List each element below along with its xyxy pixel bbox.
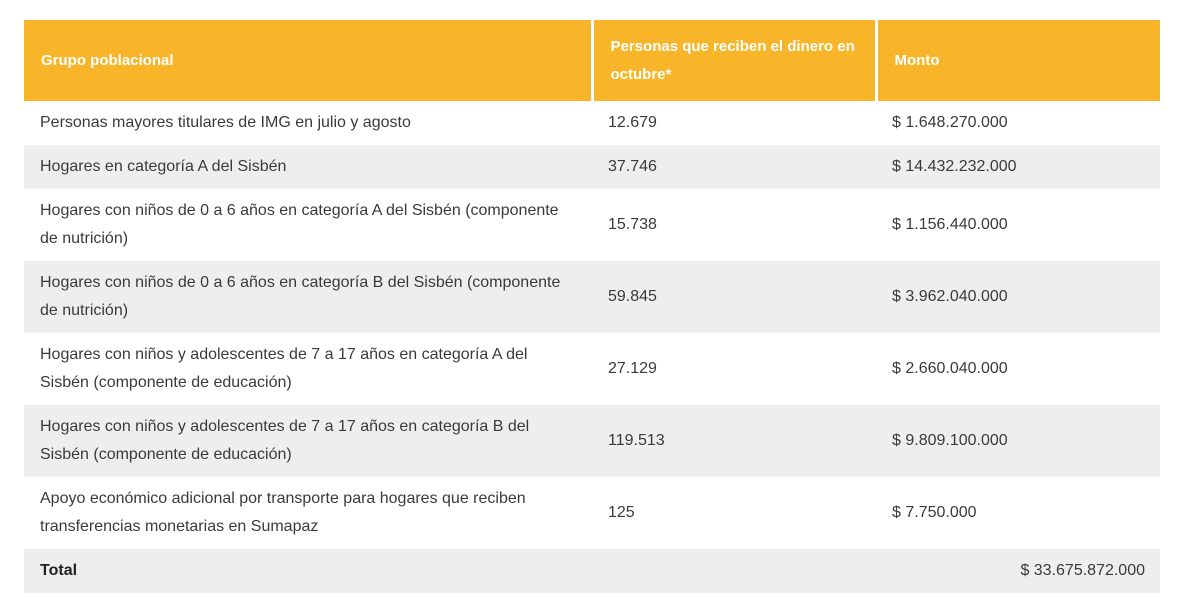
table-body: Personas mayores titulares de IMG en jul… [24,101,1160,593]
table-row: Apoyo económico adicional por transporte… [24,477,1160,549]
table-row: Hogares con niños y adolescentes de 7 a … [24,405,1160,477]
table-header: Grupo poblacional Personas que reciben e… [24,20,1160,101]
cell-group: Hogares con niños de 0 a 6 años en categ… [24,261,592,333]
table-row: Hogares con niños y adolescentes de 7 a … [24,333,1160,405]
cell-amount: $ 14.432.232.000 [876,145,1160,189]
header-row: Grupo poblacional Personas que reciben e… [24,20,1160,101]
cell-people: 15.738 [592,189,876,261]
cell-people: 125 [592,477,876,549]
cell-people: 12.679 [592,101,876,145]
total-label: Total [24,549,592,593]
header-group: Grupo poblacional [24,20,592,101]
cell-people: 27.129 [592,333,876,405]
cell-people: 119.513 [592,405,876,477]
table-row: Personas mayores titulares de IMG en jul… [24,101,1160,145]
cell-group: Hogares con niños y adolescentes de 7 a … [24,405,592,477]
cell-amount: $ 3.962.040.000 [876,261,1160,333]
cell-amount: $ 2.660.040.000 [876,333,1160,405]
transfers-table: Grupo poblacional Personas que reciben e… [24,20,1160,593]
cell-amount: $ 1.648.270.000 [876,101,1160,145]
total-amount: $ 33.675.872.000 [592,549,1160,593]
cell-people: 37.746 [592,145,876,189]
cell-group: Hogares con niños de 0 a 6 años en categ… [24,189,592,261]
total-row: Total $ 33.675.872.000 [24,549,1160,593]
cell-group: Hogares con niños y adolescentes de 7 a … [24,333,592,405]
header-people: Personas que reciben el dinero en octubr… [590,20,876,101]
table-row: Hogares con niños de 0 a 6 años en categ… [24,189,1160,261]
cell-amount: $ 9.809.100.000 [876,405,1160,477]
table-row: Hogares con niños de 0 a 6 años en categ… [24,261,1160,333]
header-amount: Monto [874,20,1160,101]
table-row: Hogares en categoría A del Sisbén 37.746… [24,145,1160,189]
cell-group: Apoyo económico adicional por transporte… [24,477,592,549]
cell-group: Personas mayores titulares de IMG en jul… [24,101,592,145]
cell-group: Hogares en categoría A del Sisbén [24,145,592,189]
cell-amount: $ 7.750.000 [876,477,1160,549]
cell-people: 59.845 [592,261,876,333]
cell-amount: $ 1.156.440.000 [876,189,1160,261]
transfers-table-container: Grupo poblacional Personas que reciben e… [24,20,1160,593]
